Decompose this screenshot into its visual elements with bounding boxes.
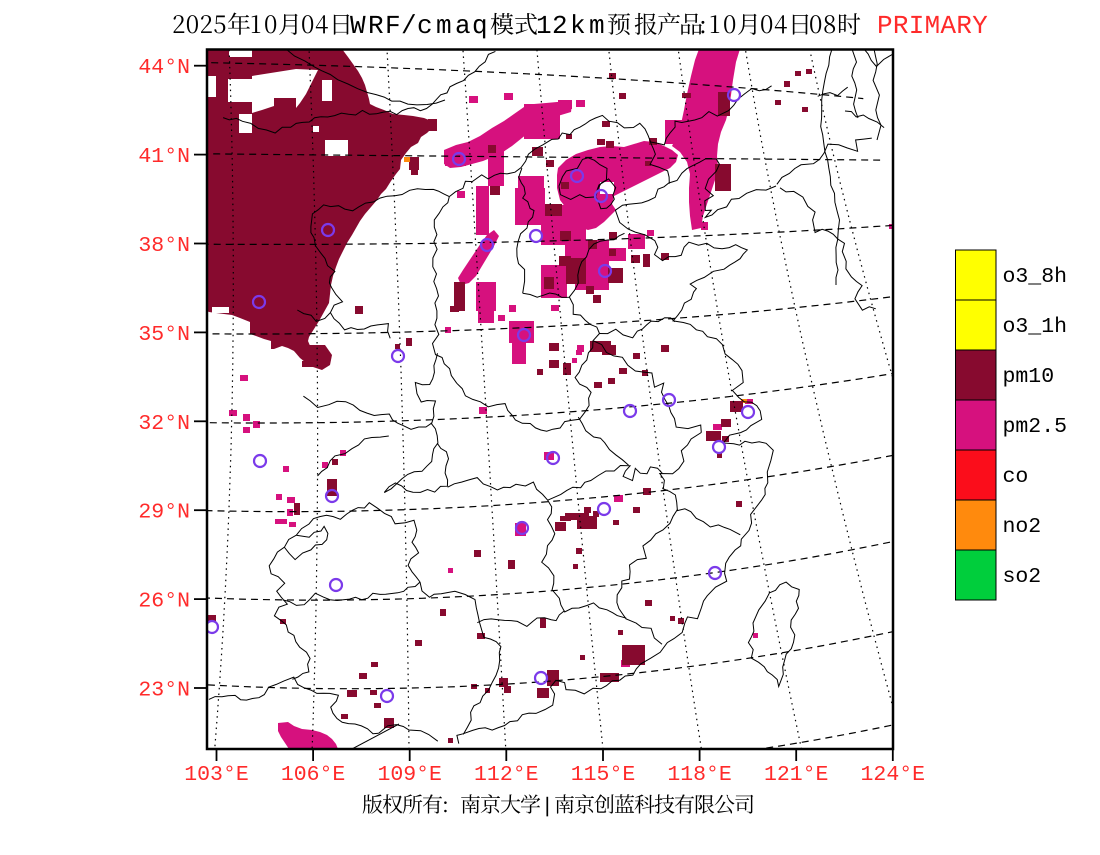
svg-text:pm10: pm10 [1003,365,1055,389]
svg-text:121°E: 121°E [764,763,829,787]
svg-text:44°N: 44°N [138,56,190,80]
svg-text:pm2.5: pm2.5 [1003,415,1068,439]
svg-text:26°N: 26°N [138,590,190,614]
svg-text:o3_8h: o3_8h [1003,265,1068,289]
svg-text:35°N: 35°N [138,323,190,347]
svg-text:115°E: 115°E [571,763,636,787]
svg-text:109°E: 109°E [377,763,442,787]
svg-text:co: co [1003,465,1029,489]
svg-text:no2: no2 [1003,515,1042,539]
svg-text:112°E: 112°E [474,763,539,787]
svg-text:118°E: 118°E [667,763,732,787]
svg-text:38°N: 38°N [138,234,190,258]
svg-text:124°E: 124°E [861,763,926,787]
svg-text:106°E: 106°E [281,763,346,787]
svg-text:103°E: 103°E [184,763,249,787]
svg-text:29°N: 29°N [138,501,190,525]
svg-text:32°N: 32°N [138,412,190,436]
svg-text:41°N: 41°N [138,145,190,169]
svg-text:so2: so2 [1003,565,1042,589]
svg-text:o3_1h: o3_1h [1003,315,1068,339]
svg-text:23°N: 23°N [138,679,190,703]
